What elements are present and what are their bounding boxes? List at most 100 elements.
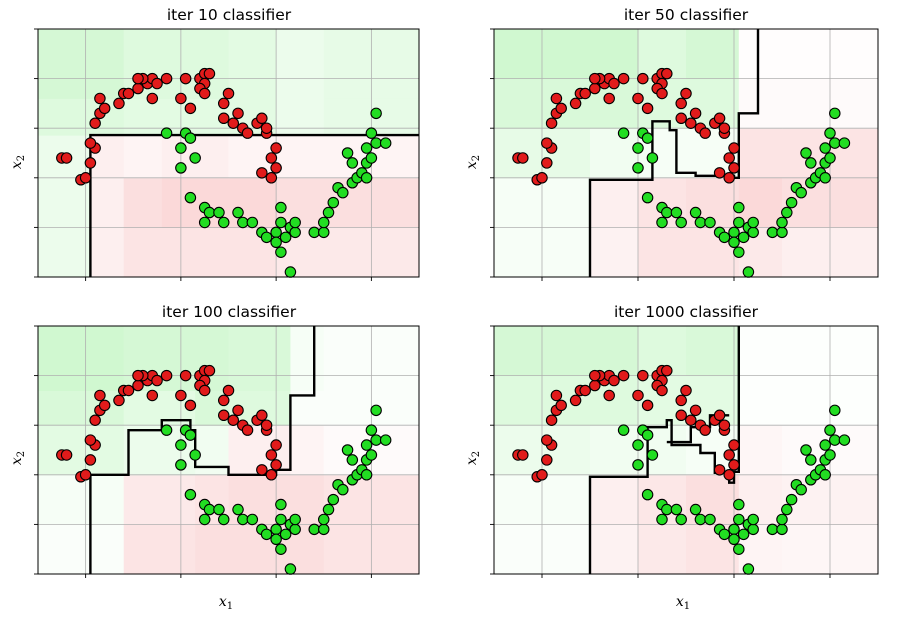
point-class-0 [632,389,644,402]
point-class-0 [541,434,553,446]
point-class-1 [819,142,831,154]
point-class-1 [217,216,230,229]
point-class-0 [579,87,591,100]
point-class-0 [160,72,173,85]
heatmap-cell [290,425,325,476]
point-class-0 [94,92,106,105]
point-class-1 [317,216,330,229]
point-class-1 [656,216,668,229]
point-class-1 [284,266,297,278]
point-class-1 [632,142,644,154]
subplot-title: iter 100 classifier [162,303,297,321]
point-class-0 [89,117,101,129]
point-class-1 [617,424,630,436]
point-class-1 [275,216,287,229]
point-class-1 [317,523,330,536]
point-class-0 [723,172,735,184]
point-class-0 [728,142,740,154]
point-class-1 [742,266,755,278]
point-class-1 [246,216,259,229]
heatmap-cell [590,326,639,377]
point-class-0 [517,449,529,461]
point-class-0 [689,107,702,120]
point-class-1 [661,503,673,516]
point-class-0 [728,162,740,174]
point-class-1 [824,152,836,164]
heatmap-cell [161,98,229,136]
point-class-1 [370,434,382,446]
point-class-1 [322,503,335,516]
point-class-0 [589,369,601,382]
point-class-1 [379,137,392,149]
point-class-0 [94,389,106,402]
point-class-0 [718,419,731,431]
point-class-1 [360,439,373,451]
point-class-1 [689,503,702,516]
point-class-0 [217,112,230,125]
point-class-1 [213,206,225,219]
point-class-0 [151,77,163,90]
point-class-1 [800,147,812,159]
point-class-0 [184,102,197,115]
point-class-1 [203,503,216,516]
point-class-0 [675,112,687,125]
point-class-1 [733,498,745,511]
y-axis-label: x2 [464,451,482,465]
point-class-1 [704,216,716,229]
point-class-0 [160,369,173,382]
point-class-0 [675,97,687,110]
heatmap-cell [123,177,163,228]
point-class-1 [632,459,644,471]
point-class-0 [241,424,254,436]
point-class-0 [603,389,615,402]
point-class-1 [819,469,831,481]
heatmap-cell [161,227,229,278]
point-class-1 [370,137,382,149]
heatmap-cell [290,326,325,391]
point-class-1 [694,513,707,526]
point-class-1 [733,246,745,258]
point-class-1 [661,206,673,219]
point-class-1 [689,206,702,219]
point-class-0 [675,409,687,422]
point-class-0 [589,379,601,392]
point-class-1 [365,449,378,461]
point-class-1 [365,152,378,164]
point-class-1 [641,429,654,441]
point-class-0 [122,87,135,100]
point-class-0 [728,439,740,451]
point-class-1 [728,533,740,546]
point-class-0 [222,87,235,100]
point-class-0 [256,112,268,125]
point-class-0 [536,469,548,481]
point-class-1 [785,493,798,506]
point-class-1 [733,513,745,526]
point-class-1 [160,424,173,436]
heatmap-cell [90,177,125,228]
heatmap-cell [738,177,783,228]
axes-frame [493,28,879,278]
point-class-1 [275,543,287,555]
point-class-1 [360,469,373,481]
heatmap-cell [686,326,740,377]
point-class-0 [661,67,673,80]
point-class-1 [718,231,731,244]
point-class-1 [337,186,349,199]
point-class-0 [550,92,563,105]
point-class-0 [641,102,654,115]
point-class-1 [184,429,197,441]
point-class-1 [175,439,187,451]
point-class-0 [723,449,735,461]
axes-frame [37,28,420,278]
point-class-0 [699,127,711,139]
point-class-1 [641,191,654,204]
point-class-1 [198,216,211,229]
point-class-0 [175,92,187,105]
point-class-1 [641,488,654,501]
point-class-1 [360,172,373,184]
subplot-title: iter 10 classifier [167,6,292,24]
point-class-1 [346,157,359,169]
point-class-1 [260,528,273,541]
heatmap-cell [738,78,783,129]
point-class-0 [203,67,216,80]
